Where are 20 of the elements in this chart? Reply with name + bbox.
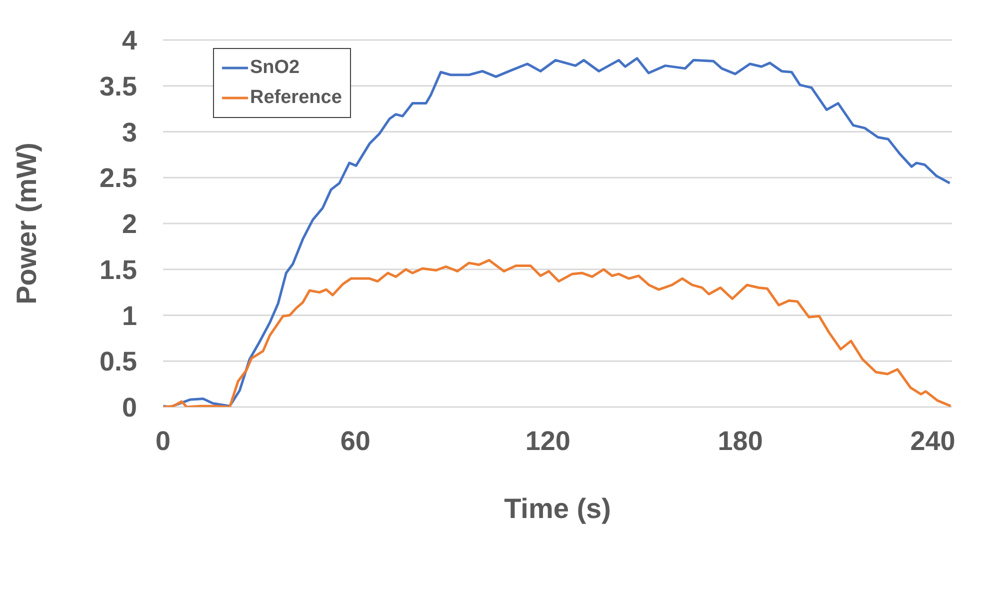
x-tick-label: 120 [525,426,570,456]
y-tick-label: 3.5 [99,71,137,102]
x-tick-label: 0 [155,426,171,456]
legend-label: Reference [250,86,342,110]
y-tick-label: 0 [122,392,137,423]
line-series [163,258,952,407]
x-tick-label: 180 [718,426,763,456]
y-tick-label: 2.5 [99,163,137,194]
x-axis-title: Time (s) [504,493,611,524]
y-tick-label: 1 [122,300,137,331]
y-tick-label: 2 [122,209,137,240]
line-series [163,57,952,407]
y-tick-label: 3 [122,117,137,148]
y-tick-label: 1.5 [99,254,137,285]
x-tick-label: 240 [910,426,956,456]
x-tick-label: 60 [340,426,370,456]
y-tick-label: 0.5 [99,346,137,377]
y-tick-label: 4 [122,26,137,56]
legend-label: SnO2 [250,56,300,80]
y-axis-title: Power (mW) [10,142,42,304]
